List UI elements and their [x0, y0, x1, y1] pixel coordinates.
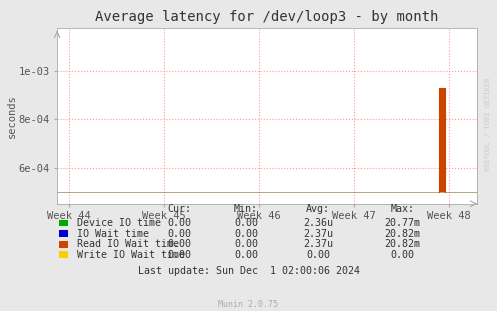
Text: Write IO Wait time: Write IO Wait time	[77, 250, 185, 260]
Text: 0.00: 0.00	[234, 239, 258, 249]
Text: 20.77m: 20.77m	[385, 218, 420, 228]
Text: Min:: Min:	[234, 204, 258, 214]
Text: Device IO time: Device IO time	[77, 218, 161, 228]
Text: 0.00: 0.00	[167, 218, 191, 228]
Text: Read IO Wait time: Read IO Wait time	[77, 239, 179, 249]
Text: 2.37u: 2.37u	[303, 239, 333, 249]
Text: 0.00: 0.00	[234, 229, 258, 239]
Text: RRDTOOL / TOBI OETIKER: RRDTOOL / TOBI OETIKER	[485, 78, 491, 171]
Text: IO Wait time: IO Wait time	[77, 229, 149, 239]
Text: 2.37u: 2.37u	[303, 229, 333, 239]
Text: 0.00: 0.00	[167, 239, 191, 249]
Title: Average latency for /dev/loop3 - by month: Average latency for /dev/loop3 - by mont…	[95, 10, 439, 24]
Text: 0.00: 0.00	[391, 250, 414, 260]
Text: 0.00: 0.00	[167, 250, 191, 260]
Text: Last update: Sun Dec  1 02:00:06 2024: Last update: Sun Dec 1 02:00:06 2024	[138, 266, 359, 276]
Text: Max:: Max:	[391, 204, 414, 214]
Y-axis label: seconds: seconds	[7, 94, 17, 138]
Text: 0.00: 0.00	[306, 250, 330, 260]
Text: 2.36u: 2.36u	[303, 218, 333, 228]
Text: 0.00: 0.00	[167, 229, 191, 239]
Text: 0.00: 0.00	[234, 218, 258, 228]
Text: Avg:: Avg:	[306, 204, 330, 214]
Text: 20.82m: 20.82m	[385, 239, 420, 249]
Text: Munin 2.0.75: Munin 2.0.75	[219, 300, 278, 309]
Text: 0.00: 0.00	[234, 250, 258, 260]
Text: 20.82m: 20.82m	[385, 229, 420, 239]
Text: Cur:: Cur:	[167, 204, 191, 214]
